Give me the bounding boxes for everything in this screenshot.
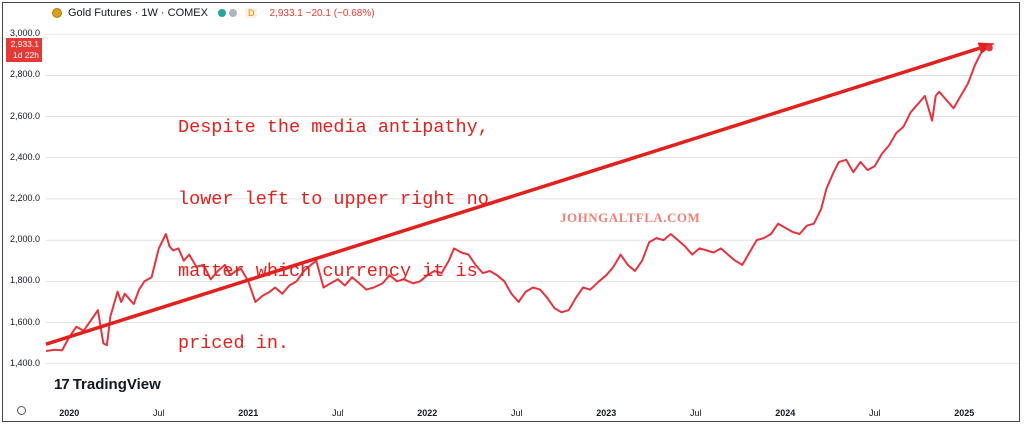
x-tick-label: 2022 xyxy=(417,408,438,418)
x-tick-label: 2020 xyxy=(59,408,80,418)
y-tick-label: 2,000.0 xyxy=(9,234,40,245)
market-open-dot-icon xyxy=(217,9,226,17)
x-tick-label: Jul xyxy=(690,408,702,418)
gold-coin-icon xyxy=(52,8,62,18)
x-tick-label: Jul xyxy=(153,408,165,418)
delayed-badge: D xyxy=(244,8,258,18)
x-tick-label: Jul xyxy=(869,408,881,418)
y-tick-label: 1,800.0 xyxy=(9,275,40,286)
y-tick-label: 3,000.0 xyxy=(9,28,40,39)
price-series-line xyxy=(45,43,991,352)
x-tick-label: 2023 xyxy=(596,408,617,418)
last-price-tag: 2,933.1 1d 22h xyxy=(6,38,42,62)
y-tick-label: 2,800.0 xyxy=(9,69,40,80)
annotation-text: Despite the media antipathy, lower left … xyxy=(178,68,489,380)
x-tick-label: Jul xyxy=(332,408,344,418)
status-dot-icon xyxy=(228,9,237,17)
y-tick-label: 1,400.0 xyxy=(9,357,40,368)
x-tick-label: 2021 xyxy=(238,408,259,418)
y-tick-label: 2,200.0 xyxy=(9,192,40,203)
settings-gear-icon[interactable] xyxy=(17,406,26,415)
symbol-title[interactable]: Gold Futures · 1W · COMEX xyxy=(68,7,208,19)
tradingview-logo[interactable]: 17 TradingView xyxy=(54,376,161,393)
y-tick-label: 1,600.0 xyxy=(9,316,40,327)
annotation-line: lower left to upper right no xyxy=(178,189,489,210)
chart-header: Gold Futures · 1W · COMEX D 2,933.1 −20.… xyxy=(52,5,375,21)
status-dots xyxy=(217,9,237,17)
annotation-line: priced in. xyxy=(178,333,290,354)
x-tick-label: 2024 xyxy=(775,408,796,418)
x-tick-label: 2025 xyxy=(954,408,975,418)
bar-countdown: 1d 22h xyxy=(13,50,39,60)
tradingview-wordmark: TradingView xyxy=(72,376,161,393)
tradingview-mark-icon: 17 xyxy=(54,376,70,393)
annotation-line: matter which currency it is xyxy=(178,261,478,282)
price-quote: 2,933.1 −20.1 (−0.68%) xyxy=(269,7,375,19)
y-tick-label: 2,400.0 xyxy=(9,151,40,162)
watermark: JOHNGALTFLA.COM xyxy=(560,210,701,225)
y-tick-label: 2,600.0 xyxy=(9,110,40,121)
last-price-dot xyxy=(985,44,993,52)
grid-lines xyxy=(46,33,1018,365)
trend-arrow-line xyxy=(45,46,981,346)
last-price-value: 2,933.1 xyxy=(10,39,39,49)
annotation-line: Despite the media antipathy, xyxy=(178,117,489,138)
x-tick-label: Jul xyxy=(511,408,523,418)
